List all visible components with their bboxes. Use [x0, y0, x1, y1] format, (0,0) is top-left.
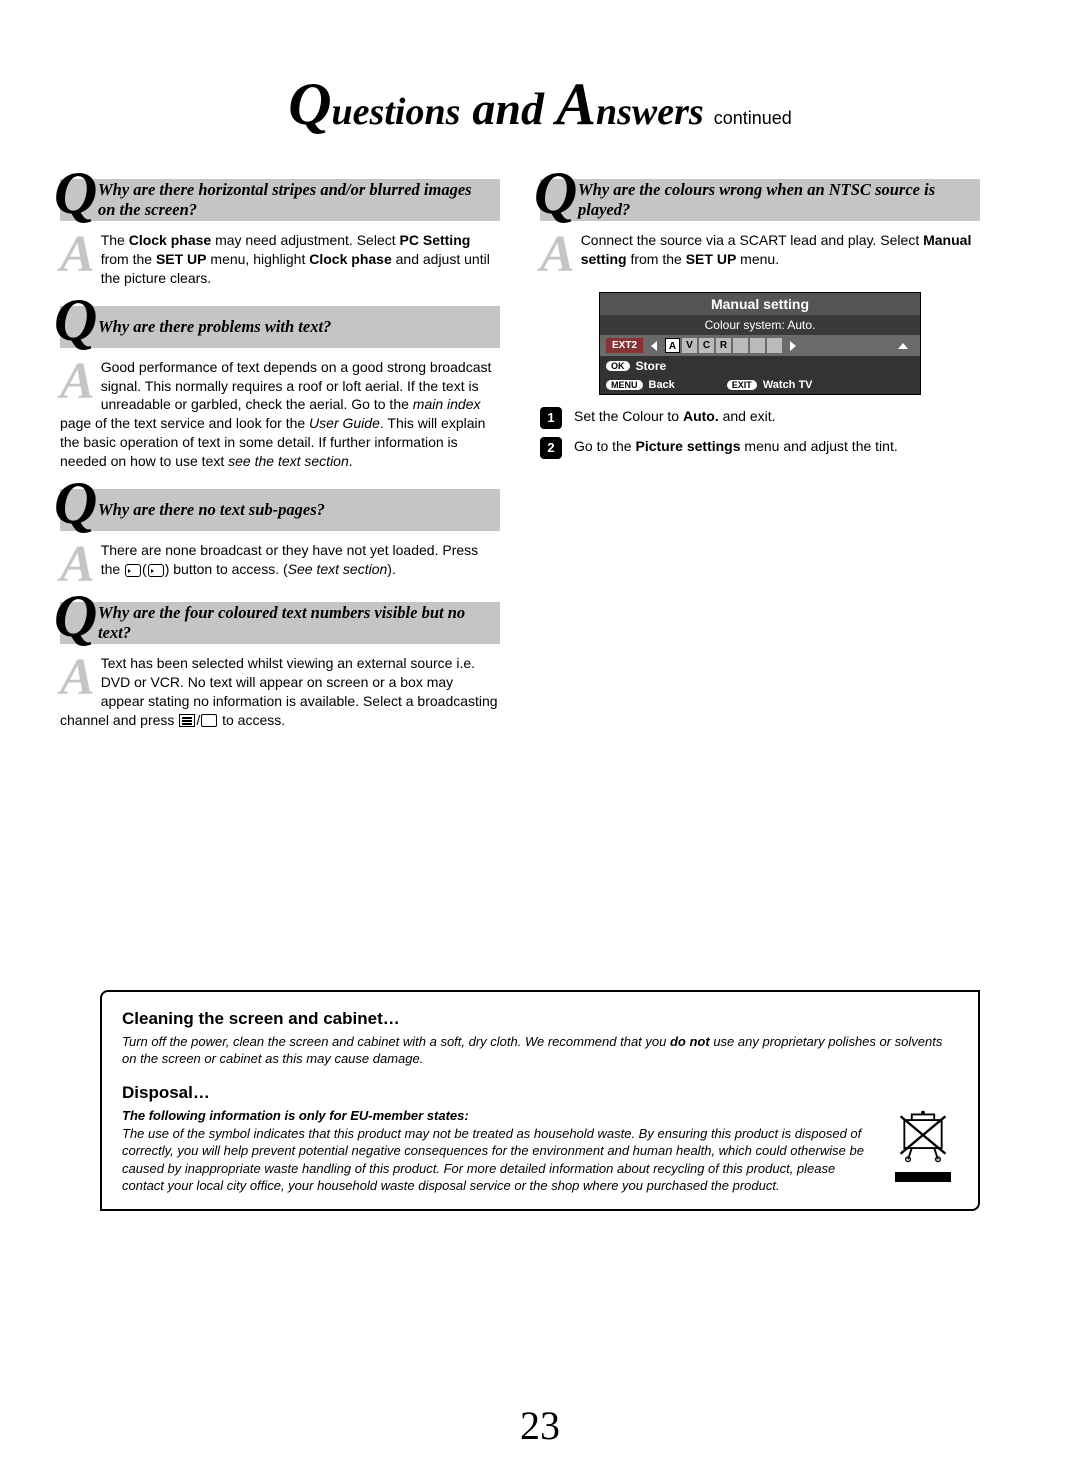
- watch-label: Watch TV: [763, 379, 813, 391]
- question-text: Why are the colours wrong when an NTSC s…: [578, 180, 972, 220]
- sq-blank2: [750, 338, 765, 353]
- ext-badge: EXT2: [606, 338, 643, 353]
- question-text: Why are the four coloured text numbers v…: [98, 603, 492, 643]
- page: Questions and Answers continued QWhy are…: [0, 0, 1080, 1473]
- step-row: 2 Go to the Picture settings menu and adj…: [540, 437, 980, 459]
- disposal-text-wrap: The following information is only for EU…: [122, 1107, 874, 1195]
- answer-text: Connect the source via a SCART lead and …: [581, 232, 972, 267]
- back-label: Back: [649, 379, 675, 391]
- sq-v: V: [682, 338, 697, 353]
- tv-menu-row: EXT2 A V C R: [600, 335, 920, 356]
- q-letter: Q: [54, 467, 97, 539]
- ok-pill: OK: [606, 361, 630, 371]
- step-text: Set the Colour to Auto. and exit.: [574, 407, 776, 429]
- answer-block: AGood performance of text depends on a g…: [60, 358, 500, 471]
- cleaning-title: Cleaning the screen and cabinet…: [122, 1008, 958, 1031]
- question-bar: Q Why are the colours wrong when an NTSC…: [540, 179, 980, 221]
- title-continued: continued: [714, 108, 792, 128]
- answer-block: A Connect the source via a SCART lead an…: [540, 231, 980, 269]
- disposal-bold: The following information is only for EU…: [122, 1107, 874, 1125]
- step-badge: 1: [540, 407, 562, 429]
- answer-text: Good performance of text depends on a go…: [60, 359, 491, 469]
- a-letter: A: [60, 545, 95, 584]
- title-and: and: [472, 83, 544, 134]
- weee-bar: [895, 1172, 951, 1182]
- weee-icon: [888, 1107, 958, 1182]
- page-title: Questions and Answers continued: [60, 70, 1020, 139]
- arrow-left-icon: [651, 341, 657, 351]
- columns: QWhy are there horizontal stripes and/or…: [60, 179, 1020, 730]
- info-box: Cleaning the screen and cabinet… Turn of…: [100, 990, 980, 1211]
- a-letter: A: [60, 362, 95, 401]
- disposal-title: Disposal…: [122, 1082, 958, 1105]
- question-bar: QWhy are there no text sub-pages?: [60, 489, 500, 531]
- page-number: 23: [0, 1402, 1080, 1449]
- a-letter: A: [60, 658, 95, 697]
- answer-text: There are none broadcast or they have no…: [101, 542, 478, 577]
- sq-blank1: [733, 338, 748, 353]
- tv-menu-title: Manual setting: [600, 293, 920, 315]
- disposal-body: The use of the symbol indicates that thi…: [122, 1125, 874, 1195]
- q-letter: Q: [54, 580, 97, 652]
- exit-pill: EXIT: [727, 380, 757, 390]
- cleaning-text: Turn off the power, clean the screen and…: [122, 1033, 958, 1068]
- sq-r: R: [716, 338, 731, 353]
- question-bar: QWhy are there problems with text?: [60, 306, 500, 348]
- q-letter: Q: [54, 284, 97, 356]
- tv-menu: Manual setting Colour system: Auto. EXT2…: [599, 292, 921, 395]
- step-row: 1 Set the Colour to Auto. and exit.: [540, 407, 980, 429]
- question-bar: QWhy are the four coloured text numbers …: [60, 602, 500, 644]
- sq-blank3: [767, 338, 782, 353]
- disposal-row: The following information is only for EU…: [122, 1107, 958, 1195]
- a-letter: A: [540, 235, 575, 274]
- sq-c: C: [699, 338, 714, 353]
- left-column: QWhy are there horizontal stripes and/or…: [60, 179, 500, 730]
- answer-block: AThe Clock phase may need adjustment. Se…: [60, 231, 500, 288]
- arrow-up-icon: [898, 343, 908, 349]
- question-text: Why are there no text sub-pages?: [98, 500, 325, 520]
- letter-squares: A V C R: [665, 338, 782, 353]
- step-text: Go to the Picture settings menu and adju…: [574, 437, 898, 459]
- q-letter: Q: [534, 157, 577, 229]
- tv-menu-subtitle: Colour system: Auto.: [600, 315, 920, 335]
- title-q-initial: Q: [288, 71, 331, 137]
- question-text: Why are there horizontal stripes and/or …: [98, 180, 492, 220]
- q-letter: Q: [54, 157, 97, 229]
- answer-block: AThere are none broadcast or they have n…: [60, 541, 500, 579]
- right-column: Q Why are the colours wrong when an NTSC…: [540, 179, 980, 730]
- a-letter: A: [60, 235, 95, 274]
- sq-a: A: [665, 338, 680, 353]
- question-text: Why are there problems with text?: [98, 317, 331, 337]
- store-label: Store: [636, 359, 667, 373]
- menu-pill: MENU: [606, 380, 643, 390]
- answer-text: The Clock phase may need adjustment. Sel…: [101, 232, 490, 286]
- tv-menu-store-row: OK Store: [600, 356, 920, 376]
- step-list: 1 Set the Colour to Auto. and exit. 2 Go to…: [540, 407, 980, 459]
- title-a-initial: A: [556, 71, 596, 137]
- answer-text: Text has been selected whilst viewing an…: [60, 655, 498, 728]
- tv-menu-nav-row: MENU Back EXIT Watch TV: [600, 376, 920, 394]
- answer-block: AText has been selected whilst viewing a…: [60, 654, 500, 730]
- step-badge: 2: [540, 437, 562, 459]
- arrow-right-icon: [790, 341, 796, 351]
- question-bar: QWhy are there horizontal stripes and/or…: [60, 179, 500, 221]
- title-a-rest: nswers: [596, 91, 704, 133]
- title-q-rest: uestions: [332, 91, 461, 133]
